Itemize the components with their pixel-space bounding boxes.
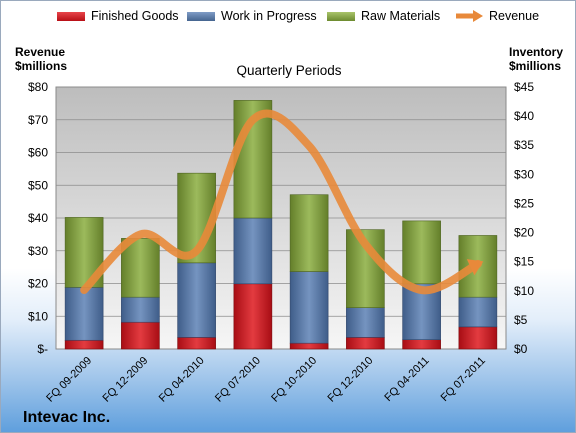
revenue-line xyxy=(80,109,482,295)
right-tick-label: $15 xyxy=(514,255,534,269)
legend-item-revenue: Revenue xyxy=(455,9,539,23)
legend-label-revenue: Revenue xyxy=(489,9,540,23)
bar-finished-goods xyxy=(346,337,385,350)
bar-work-in-progress xyxy=(346,307,385,338)
x-tick-label: FQ 10-2010 xyxy=(269,355,319,405)
x-tick-label: FQ 04-2011 xyxy=(382,355,431,404)
bar-work-in-progress xyxy=(121,296,160,323)
legend-swatch-raw-materials xyxy=(327,11,355,21)
x-tick-label: FQ 07-2011 xyxy=(439,355,488,404)
left-tick-label: $80 xyxy=(28,80,48,94)
right-tick-label: $10 xyxy=(514,284,534,298)
bar-work-in-progress xyxy=(233,217,273,285)
left-tick-label: $60 xyxy=(28,146,48,160)
bar-work-in-progress xyxy=(458,296,498,328)
right-axis-title-line2: $millions xyxy=(509,59,562,73)
legend-item-finished-goods: Finished Goods xyxy=(57,9,179,23)
bar-finished-goods xyxy=(233,283,273,350)
left-tick-label: $50 xyxy=(28,178,48,192)
left-tick-label: $10 xyxy=(28,309,48,323)
legend-label-finished-goods: Finished Goods xyxy=(91,9,179,23)
legend-item-raw-materials: Raw Materials xyxy=(327,9,440,23)
right-axis-title: Inventory $millions xyxy=(509,45,563,73)
bar-finished-goods xyxy=(402,339,441,350)
legend-label-raw-materials: Raw Materials xyxy=(361,9,441,23)
plot-title: Quarterly Periods xyxy=(236,63,342,78)
right-tick-label: $0 xyxy=(514,342,528,356)
bar-finished-goods xyxy=(289,342,329,350)
x-tick-label: FQ 04-2010 xyxy=(157,355,207,405)
bar-raw-materials xyxy=(402,220,441,285)
right-tick-label: $45 xyxy=(514,80,534,94)
bar-finished-goods xyxy=(458,326,498,350)
right-tick-label: $40 xyxy=(514,109,534,123)
legend-item-work-in-progress: Work in Progress xyxy=(187,9,317,23)
right-tick-label: $35 xyxy=(514,138,534,152)
x-tick-label: FQ 09-2009 xyxy=(44,355,94,405)
left-tick-label: $70 xyxy=(28,113,48,127)
legend: Finished Goods Work in Progress Raw Mate… xyxy=(1,9,575,29)
left-tick-label: $20 xyxy=(28,277,48,291)
legend-swatch-revenue xyxy=(456,10,483,22)
bar-finished-goods xyxy=(121,321,160,350)
bar-finished-goods xyxy=(177,337,216,350)
bar-work-in-progress xyxy=(289,271,329,344)
legend-label-work-in-progress: Work in Progress xyxy=(221,9,317,23)
right-axis-title-line1: Inventory xyxy=(509,45,564,59)
legend-swatch-work-in-progress xyxy=(187,11,215,21)
x-tick-label: FQ 12-2009 xyxy=(101,355,151,405)
right-tick-label: $20 xyxy=(514,226,534,240)
left-axis-title-line1: Revenue xyxy=(15,45,66,59)
left-tick-label: $30 xyxy=(28,244,48,258)
bar-raw-materials xyxy=(458,235,498,298)
left-tick-label: $40 xyxy=(28,211,48,225)
bar-raw-materials xyxy=(289,194,329,272)
revenue-arrowhead xyxy=(466,259,484,276)
x-tick-label: FQ 07-2010 xyxy=(213,355,263,405)
company-name: Intevac Inc. xyxy=(23,409,111,426)
right-tick-label: $25 xyxy=(514,196,534,210)
bar-finished-goods xyxy=(64,339,104,350)
right-tick-label: $30 xyxy=(514,167,534,181)
right-tick-label: $5 xyxy=(514,313,528,327)
legend-swatch-finished-goods xyxy=(57,11,85,21)
x-tick-label: FQ 12-2010 xyxy=(326,355,376,405)
bar-work-in-progress xyxy=(64,286,104,341)
bar-raw-materials xyxy=(121,238,160,298)
left-tick-label: $- xyxy=(37,342,48,356)
left-axis-title-line2: $millions xyxy=(15,59,68,73)
left-axis-title: Revenue $millions xyxy=(15,45,67,73)
bar-work-in-progress xyxy=(177,262,216,338)
